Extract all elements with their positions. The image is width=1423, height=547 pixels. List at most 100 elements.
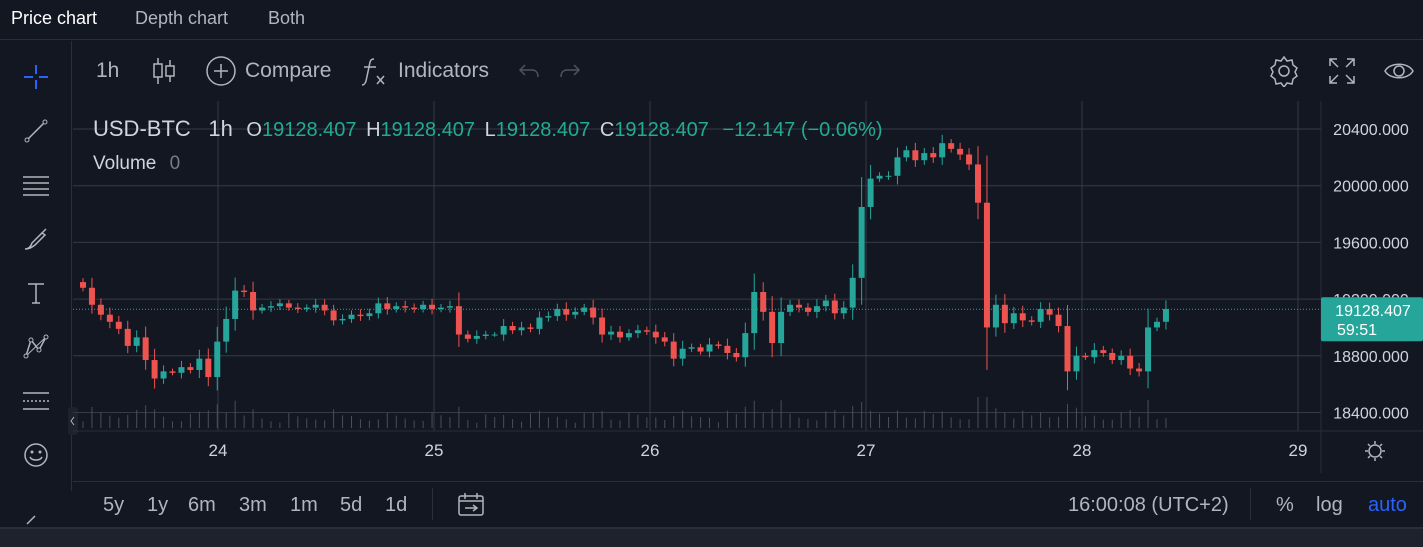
candle-body (1028, 320, 1035, 322)
volume-bar (234, 400, 236, 428)
indicators-button[interactable]: Indicators (360, 41, 489, 101)
candle-body (402, 306, 409, 308)
candle-body (885, 175, 892, 177)
visibility-eye-icon[interactable] (1383, 41, 1415, 101)
volume-bar (977, 397, 979, 428)
candle-body (420, 304, 427, 310)
goto-date-icon[interactable] (457, 482, 485, 528)
candle-body (1091, 350, 1098, 358)
volume-bar (467, 420, 469, 428)
volume-bar (914, 418, 916, 428)
crosshair-icon[interactable] (18, 59, 54, 95)
range-5y[interactable]: 5y (103, 493, 125, 516)
candle-body (643, 330, 650, 332)
collapse-toolbar-handle[interactable] (68, 407, 78, 435)
volume-bar (91, 407, 93, 428)
price-chart-area[interactable]: 20400.00020000.00019600.00019200.0001880… (73, 101, 1423, 491)
fullscreen-icon[interactable] (1328, 41, 1356, 101)
candle-body (894, 157, 901, 176)
volume-bar (189, 413, 191, 428)
candle-body (357, 314, 364, 317)
trend-line-icon[interactable] (18, 113, 54, 149)
log-scale-toggle[interactable]: log (1316, 493, 1343, 516)
measure-icon[interactable] (18, 383, 54, 419)
candle-body (957, 148, 964, 155)
range-1d[interactable]: 1d (385, 493, 408, 516)
volume-bar (1004, 412, 1006, 428)
range-5d[interactable]: 5d (340, 493, 363, 516)
volume-bar (583, 413, 585, 428)
volume-bar (136, 410, 138, 428)
volume-bar (538, 410, 540, 428)
volume-bar (180, 421, 182, 428)
volume-bar (592, 412, 594, 428)
candlestick-chart[interactable]: 20400.00020000.00019600.00019200.0001880… (73, 101, 1423, 491)
candle-body (205, 358, 212, 378)
time-axis-settings-icon[interactable] (1365, 441, 1385, 461)
range-1m[interactable]: 1m (290, 493, 318, 516)
undo-icon[interactable] (517, 41, 541, 101)
last-price-value: 19128.407 (1335, 303, 1411, 320)
price-tick-label: 19600.000 (1333, 235, 1409, 252)
interval-button[interactable]: 1h (96, 59, 120, 82)
emoji-icon[interactable] (18, 437, 54, 473)
candle-body (438, 307, 444, 310)
candle-body (446, 306, 453, 308)
settings-gear-icon[interactable] (1268, 41, 1300, 101)
candles-icon[interactable] (151, 41, 177, 101)
time-tick-label: 25 (425, 441, 444, 460)
volume-bar (950, 417, 952, 428)
volume-bar (574, 422, 576, 428)
volume-bar (368, 420, 370, 428)
volume-bar (261, 418, 263, 428)
candle-body (992, 304, 999, 328)
range-3m[interactable]: 3m (239, 493, 267, 516)
time-tick-label: 28 (1073, 441, 1092, 460)
candle-body (1136, 368, 1143, 372)
volume-bar (82, 421, 84, 428)
legend-interval: 1h (208, 116, 233, 141)
volume-bar (959, 419, 961, 428)
volume-bar (297, 416, 299, 428)
compare-button[interactable]: Compare (205, 41, 331, 101)
candle-body (1118, 355, 1125, 361)
separator (1250, 488, 1251, 520)
pattern-icon[interactable] (18, 329, 54, 365)
ruler-icon[interactable] (24, 513, 48, 525)
candle-body (473, 335, 480, 339)
volume-bar (1102, 419, 1104, 428)
candle-body (536, 317, 543, 329)
text-tool-icon[interactable] (18, 275, 54, 311)
volume-bar (1067, 404, 1068, 428)
volume-bar (896, 410, 898, 428)
candle-body (921, 153, 928, 161)
close-value: 19128.407 (614, 119, 709, 141)
redo-icon[interactable] (558, 41, 582, 101)
candle-body (411, 307, 418, 310)
percent-scale-toggle[interactable]: % (1276, 493, 1294, 516)
clock-timezone[interactable]: 16:00:08 (UTC+2) (1068, 493, 1229, 516)
auto-scale-toggle[interactable]: auto (1368, 493, 1407, 516)
volume-bar (771, 409, 773, 428)
volume-bar (655, 417, 657, 428)
fib-lines-icon[interactable] (18, 167, 54, 203)
volume-bar (619, 420, 621, 428)
volume-bar (1093, 415, 1095, 428)
tab-depth-chart[interactable]: Depth chart (135, 8, 229, 28)
volume-bar (1120, 412, 1122, 428)
candle-body (742, 333, 749, 358)
range-1y[interactable]: 1y (147, 493, 169, 516)
tab-price-chart[interactable]: Price chart (11, 8, 98, 28)
candle-body (1010, 313, 1017, 324)
tab-both[interactable]: Both (268, 8, 306, 28)
candle-body (858, 206, 865, 278)
volume-bar (1049, 417, 1051, 428)
volume-bar (834, 410, 836, 428)
volume-bar (1111, 419, 1113, 428)
volume-bar (709, 417, 710, 428)
candle-body (876, 175, 883, 179)
candle-body (697, 347, 704, 352)
volume-bar (556, 416, 558, 428)
range-6m[interactable]: 6m (188, 493, 216, 516)
brush-icon[interactable] (18, 221, 54, 257)
